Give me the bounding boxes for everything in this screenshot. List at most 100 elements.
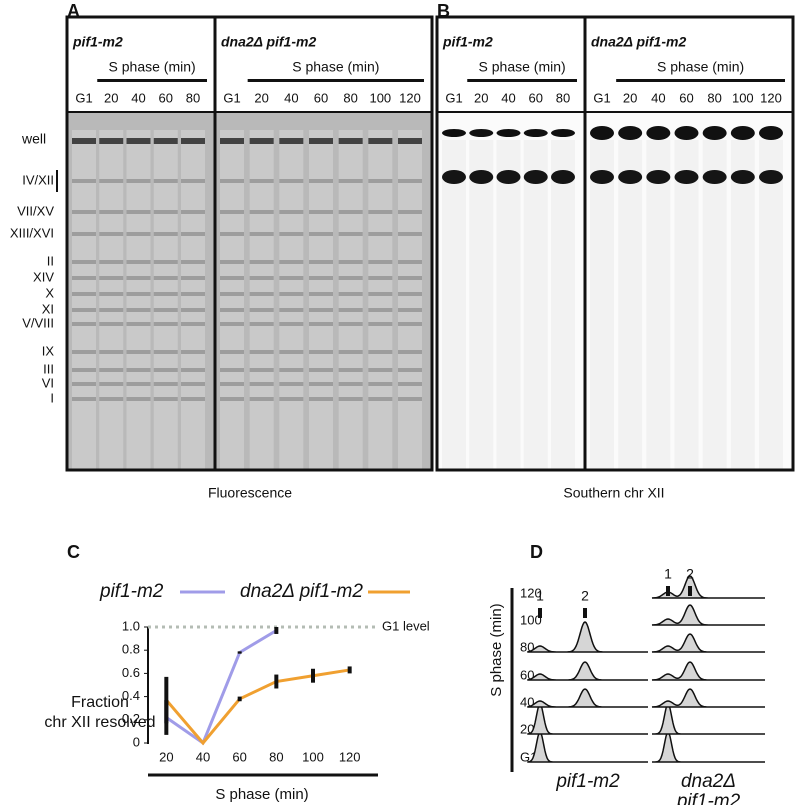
y-tick-label: 0.2 [122, 711, 140, 726]
x-tick-label: 120 [339, 749, 361, 764]
lane-label: 40 [651, 90, 665, 105]
band [309, 179, 333, 183]
band [398, 179, 422, 183]
band [398, 232, 422, 236]
band [99, 276, 124, 280]
lane-label: 60 [679, 90, 693, 105]
band [181, 397, 205, 401]
band-label: VI [42, 375, 54, 390]
lane-label: 80 [343, 90, 357, 105]
band [249, 397, 274, 401]
band [126, 179, 151, 183]
error-bar [311, 668, 315, 683]
band [338, 397, 363, 401]
lane [442, 140, 466, 470]
lane-label: 40 [131, 90, 145, 105]
band [309, 276, 333, 280]
lane [279, 130, 304, 470]
band [338, 276, 363, 280]
gel-frame [65, 15, 434, 472]
y-tick-label: 0.6 [122, 665, 140, 680]
band-label: IX [42, 343, 55, 358]
band [249, 138, 274, 144]
lane [181, 130, 205, 470]
x-tick-label: 40 [196, 749, 210, 764]
band [368, 322, 393, 326]
strain-label: dna2Δ pif1-m2 [221, 34, 316, 50]
band [368, 382, 393, 386]
band-label: XIV [33, 269, 54, 284]
band [99, 308, 124, 312]
lane-label: 60 [159, 90, 173, 105]
band [702, 126, 727, 140]
band [279, 308, 304, 312]
band [279, 232, 304, 236]
band [551, 170, 575, 184]
band [181, 322, 205, 326]
lane-label: G1 [593, 90, 610, 105]
strain-label: pif1-m2 [442, 34, 493, 50]
lane-label: 20 [623, 90, 637, 105]
lane [249, 130, 274, 470]
band [279, 276, 304, 280]
band [309, 382, 333, 386]
band [398, 322, 422, 326]
band [590, 126, 614, 140]
band [442, 129, 466, 137]
error-bar [237, 696, 242, 702]
band [309, 292, 333, 296]
band [309, 350, 333, 354]
band [153, 368, 178, 372]
x-tick-label: 20 [159, 749, 173, 764]
band-label: X [45, 285, 54, 300]
lane [646, 140, 671, 470]
lane [730, 140, 755, 470]
histogram [651, 688, 765, 708]
band [730, 170, 755, 184]
band [368, 276, 393, 280]
band [181, 368, 205, 372]
lane [126, 130, 151, 470]
band [338, 322, 363, 326]
lane-label: 80 [707, 90, 721, 105]
lane [674, 140, 699, 470]
band [126, 368, 151, 372]
histogram [651, 575, 765, 599]
lane [618, 140, 643, 470]
band [99, 138, 124, 144]
timeline-label: S phase (min) [657, 59, 744, 75]
band [368, 260, 393, 264]
timeline-bar [97, 79, 207, 82]
band [181, 382, 205, 386]
histogram [527, 730, 648, 763]
lane-label: 80 [186, 90, 200, 105]
band [220, 210, 244, 214]
band [249, 210, 274, 214]
x-tick-label: 60 [232, 749, 246, 764]
band [309, 138, 333, 144]
band [249, 276, 274, 280]
y-tick-label: 120 [520, 585, 542, 600]
band [153, 308, 178, 312]
band [249, 322, 274, 326]
band [279, 350, 304, 354]
band [72, 350, 96, 354]
band [99, 368, 124, 372]
error-bar [164, 676, 169, 724]
band [249, 292, 274, 296]
band [309, 397, 333, 401]
series-line [165, 668, 350, 746]
lane [220, 130, 244, 470]
band [99, 232, 124, 236]
band [338, 382, 363, 386]
lane [72, 130, 96, 470]
band [309, 210, 333, 214]
lane-label: 40 [501, 90, 515, 105]
lane-label: G1 [445, 90, 462, 105]
lane [469, 140, 494, 470]
band [220, 308, 244, 312]
band [153, 260, 178, 264]
lane [338, 130, 363, 470]
series-line [165, 629, 278, 746]
